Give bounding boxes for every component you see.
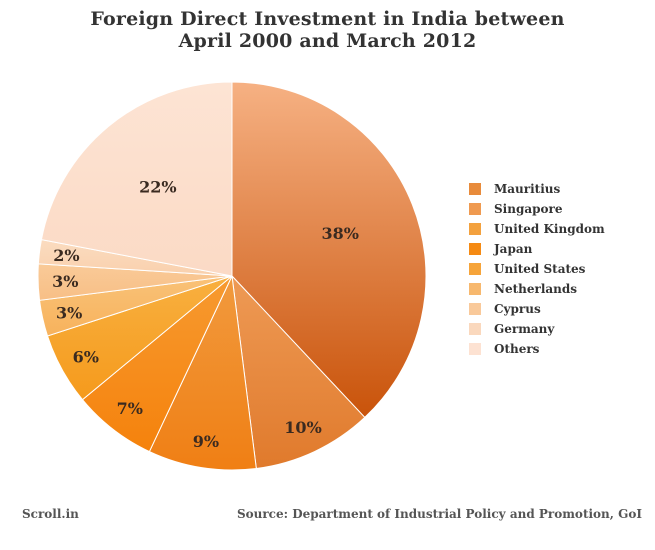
slice-value-label: 38% — [321, 224, 358, 243]
chart-title-line-1: Foreign Direct Investment in India betwe… — [90, 8, 565, 30]
legend-swatch — [469, 243, 481, 255]
legend-swatch — [469, 203, 481, 215]
legend-swatch — [469, 263, 481, 275]
legend-swatch — [469, 183, 481, 195]
slice-value-label: 3% — [52, 272, 78, 291]
legend-item[interactable]: United States — [469, 259, 605, 279]
legend-item[interactable]: Cyprus — [469, 299, 605, 319]
slice-value-label: 7% — [117, 399, 143, 418]
legend-swatch — [469, 283, 481, 295]
slice-value-label: 6% — [73, 347, 99, 366]
legend-label: Mauritius — [494, 182, 561, 196]
legend-label: Singapore — [494, 202, 563, 216]
slice-value-label: 22% — [139, 177, 176, 196]
chart-title: Foreign Direct Investment in India betwe… — [0, 8, 655, 52]
legend-swatch — [469, 223, 481, 235]
legend-item[interactable]: Singapore — [469, 199, 605, 219]
chart-legend: Mauritius Singapore United Kingdom Japan… — [469, 179, 605, 359]
legend-label: United States — [494, 262, 586, 276]
legend-item[interactable]: United Kingdom — [469, 219, 605, 239]
chart-title-line-2: April 2000 and March 2012 — [178, 30, 477, 52]
slice-value-label: 2% — [53, 246, 79, 265]
pie-slice-singapore[interactable] — [231, 274, 366, 470]
publisher-credit: Scroll.in — [22, 507, 79, 521]
legend-swatch — [469, 323, 481, 335]
legend-label: Netherlands — [494, 282, 578, 296]
legend-item[interactable]: Netherlands — [469, 279, 605, 299]
legend-swatch — [469, 343, 481, 355]
legend-label: Germany — [494, 322, 555, 336]
legend-label: Others — [494, 342, 540, 356]
source-note: Source: Department of Industrial Policy … — [236, 507, 642, 521]
legend-item[interactable]: Mauritius — [469, 179, 605, 199]
pie-slice-mauritius[interactable] — [231, 81, 427, 419]
legend-label: United Kingdom — [494, 222, 605, 236]
legend-item[interactable]: Others — [469, 339, 605, 359]
slice-value-label: 3% — [56, 303, 82, 322]
pie-slice-others[interactable] — [40, 81, 233, 277]
slice-value-label: 9% — [193, 432, 219, 451]
legend-item[interactable]: Germany — [469, 319, 605, 339]
legend-label: Japan — [494, 242, 533, 256]
pie-slice-united-kingdom[interactable] — [148, 274, 257, 471]
legend-label: Cyprus — [494, 302, 541, 316]
legend-swatch — [469, 303, 481, 315]
slice-value-label: 10% — [284, 418, 321, 437]
legend-item[interactable]: Japan — [469, 239, 605, 259]
